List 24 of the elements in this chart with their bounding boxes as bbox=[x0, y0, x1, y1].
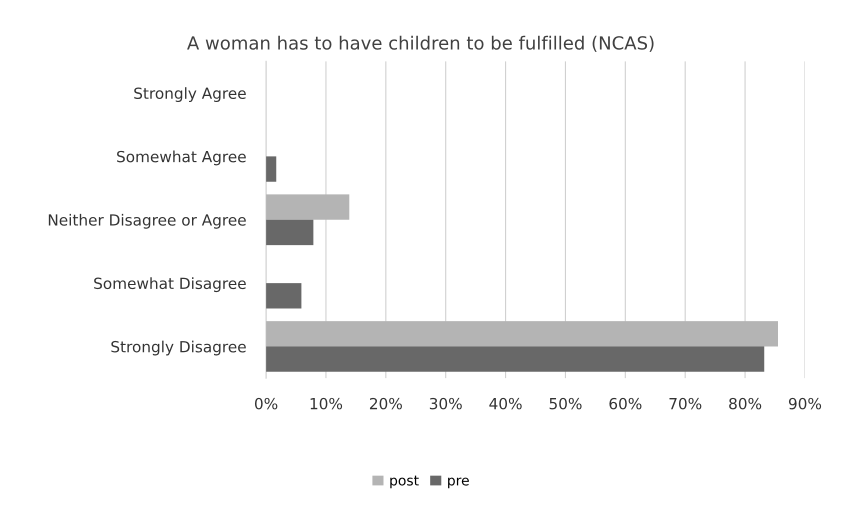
legend-label: pre bbox=[448, 478, 469, 488]
x-tick-label: 40% bbox=[489, 398, 522, 410]
x-tick-label: 70% bbox=[669, 398, 702, 410]
x-tick-label: 10% bbox=[310, 398, 342, 410]
bar bbox=[266, 194, 350, 220]
bar bbox=[266, 283, 302, 308]
bar bbox=[266, 321, 778, 346]
x-tick-label: 30% bbox=[430, 398, 462, 410]
legend-label: post bbox=[390, 476, 419, 488]
y-tick-label: Somewhat Agree bbox=[117, 150, 246, 166]
x-tick-label: 50% bbox=[550, 398, 582, 410]
bar bbox=[266, 156, 276, 182]
y-tick-label: Neither Disagree or Agree bbox=[48, 214, 246, 229]
x-tick-label: 20% bbox=[370, 398, 402, 410]
chart-title: A woman has to have children to be fulfilled (NCAS) bbox=[187, 36, 654, 52]
bar bbox=[266, 346, 764, 372]
x-tick-label: 60% bbox=[609, 398, 642, 410]
bar bbox=[266, 220, 314, 246]
y-tick-label: Strongly Agree bbox=[134, 87, 246, 102]
y-tick-label: Somewhat Disagree bbox=[94, 277, 246, 292]
x-tick-label: 80% bbox=[729, 398, 762, 410]
y-tick-label: Strongly Disagree bbox=[111, 340, 246, 356]
x-tick-label: 90% bbox=[788, 398, 822, 410]
x-tick-label: 0% bbox=[254, 398, 278, 410]
